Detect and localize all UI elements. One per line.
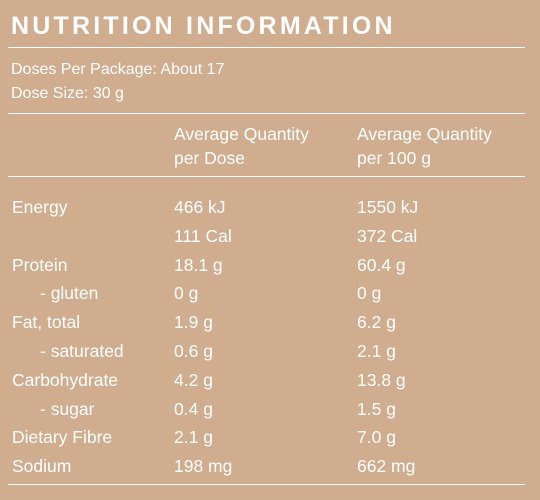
value-per-dose: 111 Cal [174, 225, 232, 246]
nutrient-row: - sugar 0.4 g 1.5 g [0, 397, 540, 426]
value-per-100g: 1.5 g [357, 398, 396, 419]
column-header-per-dose-line1: Average Quantity [174, 124, 309, 144]
value-per-100g: 1550 kJ [357, 197, 419, 217]
value-per-dose: 0.6 g [174, 341, 213, 361]
value-per-100g: 372 Cal [357, 225, 418, 246]
nutrient-row: Fat, total 1.9 g 6.2 g [0, 310, 540, 339]
nutrient-row: Protein 18.1 g 60.4 g [0, 253, 540, 282]
value-per-dose: 1.9 g [174, 312, 213, 333]
nutrient-row: Energy 466 kJ 1550 kJ [0, 195, 540, 224]
nutrient-label: Dietary Fibre [12, 427, 113, 448]
value-per-100g: 7.0 g [357, 427, 396, 448]
column-header-per-100g-line2: per 100 g [357, 148, 431, 168]
value-per-dose: 198 mg [174, 456, 233, 477]
value-per-dose: 4.2 g [174, 369, 213, 390]
value-per-100g: 662 mg [357, 456, 416, 477]
column-header-per-dose-line2: per Dose [174, 148, 246, 168]
column-header-per-100g: Average Quantity per 100 g [357, 122, 492, 170]
divider-bottom [8, 484, 525, 485]
value-per-100g: 0 g [357, 283, 382, 304]
nutrient-row: - saturated 0.6 g 2.1 g [0, 339, 540, 368]
value-per-100g: 13.8 g [357, 369, 406, 390]
value-per-dose: 18.1 g [174, 254, 223, 275]
doses-per-package: Doses Per Package: About 17 [11, 61, 225, 78]
value-per-100g: 6.2 g [357, 312, 396, 333]
column-header-per-100g-line1: Average Quantity [357, 124, 492, 144]
nutrient-row: Dietary Fibre 2.1 g 7.0 g [0, 425, 540, 454]
nutrient-row: - gluten 0 g 0 g [0, 281, 540, 310]
column-header-per-dose: Average Quantity per Dose [174, 122, 309, 170]
value-per-100g: 2.1 g [357, 341, 396, 361]
nutrient-row: 111 Cal 372 Cal [0, 224, 540, 253]
nutrient-row: Sodium 198 mg 662 mg [0, 454, 540, 483]
value-per-dose: 466 kJ [174, 197, 226, 217]
nutrient-label: - saturated [40, 341, 124, 361]
divider-top [8, 47, 525, 48]
nutrient-label: - sugar [40, 398, 95, 419]
value-per-dose: 2.1 g [174, 427, 213, 448]
divider-header [8, 113, 525, 114]
panel-title: NUTRITION INFORMATION [11, 12, 396, 40]
value-per-dose: 0.4 g [174, 398, 213, 419]
nutrient-label: - gluten [40, 283, 99, 304]
value-per-dose: 0 g [174, 283, 199, 304]
nutrient-row: Carbohydrate 4.2 g 13.8 g [0, 368, 540, 397]
nutrient-label: Fat, total [12, 312, 81, 333]
nutrient-label: Energy [12, 197, 68, 217]
dose-size: Dose Size: 30 g [11, 85, 124, 102]
value-per-100g: 60.4 g [357, 254, 406, 275]
nutrient-label: Sodium [12, 456, 72, 477]
nutrient-label: Protein [12, 254, 68, 275]
nutrient-label: Carbohydrate [12, 369, 119, 390]
divider-body [8, 176, 525, 177]
